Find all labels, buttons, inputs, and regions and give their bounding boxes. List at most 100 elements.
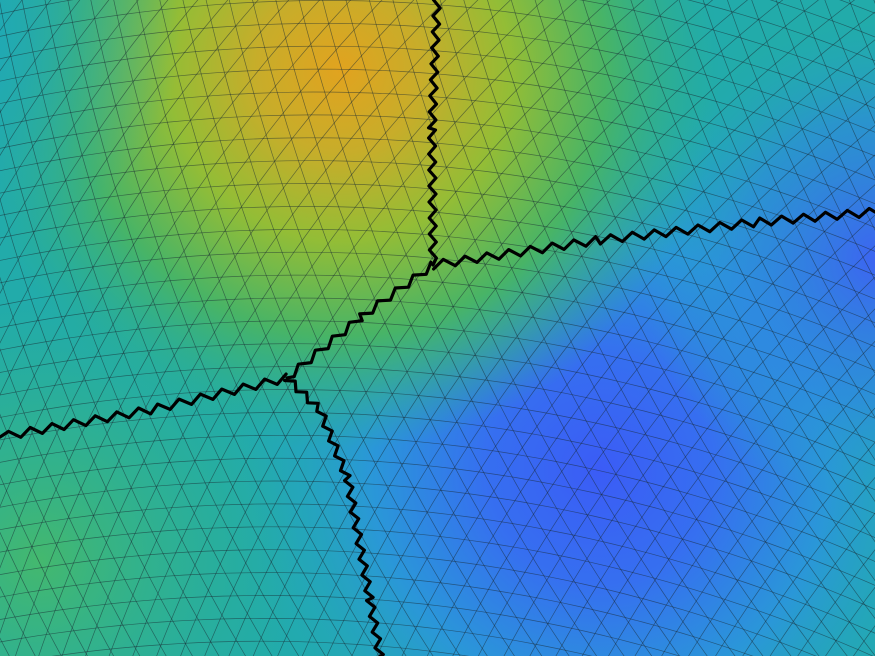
mesh-line [0, 137, 875, 252]
mesh-line [487, 0, 820, 656]
mesh-line [401, 67, 875, 656]
mesh-line [136, 0, 407, 656]
mesh-line [582, 0, 875, 582]
mesh-line [0, 0, 169, 247]
mesh-line [0, 0, 383, 635]
mesh-line [85, 0, 511, 656]
mesh-line [0, 595, 681, 656]
mesh-line [228, 0, 515, 656]
mesh-line [15, 0, 415, 656]
mesh-line [853, 625, 875, 656]
mesh-line [351, 11, 875, 656]
mesh-line [0, 114, 875, 228]
boundary-curve-top [427, 0, 442, 267]
mesh-line [38, 0, 447, 656]
mesh-line [0, 22, 875, 133]
mesh-line [0, 91, 875, 205]
mesh-line [108, 0, 544, 656]
mesh-line [0, 197, 193, 656]
mesh-line [751, 0, 875, 281]
mesh-line [252, 0, 748, 656]
mesh-line [0, 526, 874, 656]
mesh-line [608, 308, 875, 656]
mesh-line [0, 0, 81, 114]
mesh-line [0, 348, 141, 656]
boundary-curve-left [0, 372, 288, 439]
mesh-line [769, 0, 875, 38]
mesh-line [0, 0, 352, 569]
mesh-line [0, 0, 875, 109]
mesh-line [702, 0, 875, 374]
mesh-line [555, 245, 875, 656]
mesh-line [825, 586, 875, 656]
mesh-line [463, 0, 792, 656]
mesh-line [44, 0, 300, 656]
mesh-line [368, 0, 680, 656]
mesh-line [477, 154, 875, 656]
mesh-line [277, 0, 784, 656]
mesh-line [0, 474, 88, 656]
mesh-line [558, 0, 875, 620]
mesh-line [0, 0, 199, 294]
mesh-line [182, 0, 461, 656]
mesh-line [797, 549, 875, 656]
mesh-line [0, 276, 167, 656]
mesh-line [678, 0, 875, 419]
mesh-line [204, 0, 679, 656]
mesh-line [0, 389, 875, 515]
mesh-line [634, 340, 875, 656]
mesh-line [301, 0, 819, 656]
mesh-line [439, 0, 764, 656]
mesh-line [228, 0, 714, 656]
mesh-line [0, 0, 875, 85]
mesh-line [775, 0, 875, 231]
mesh-line [0, 572, 754, 656]
mesh-line [0, 0, 23, 32]
mesh-line [132, 0, 577, 656]
mesh-line [0, 297, 875, 419]
mesh-line [688, 407, 875, 656]
mesh-line [376, 39, 875, 656]
mesh-line [180, 0, 645, 656]
mesh-line [0, 274, 875, 395]
mesh-line [606, 0, 875, 543]
mesh-line [298, 0, 598, 656]
mesh-line [742, 476, 875, 656]
boundary-curve-right [432, 206, 875, 271]
mesh-line [503, 184, 875, 656]
mesh-line [0, 0, 321, 508]
mesh-line [156, 0, 611, 656]
mesh-line [416, 0, 736, 656]
mesh-line [0, 343, 875, 467]
mesh-line [0, 183, 875, 300]
mesh-line [0, 0, 139, 201]
mesh-line [654, 0, 875, 461]
mesh-line [426, 96, 875, 656]
mesh-line [90, 0, 353, 656]
mesh-line [0, 618, 593, 656]
mesh-line [67, 0, 326, 656]
mesh-line [51, 640, 470, 656]
mesh-line [0, 68, 875, 181]
mesh-line [113, 0, 380, 656]
mesh-line [715, 441, 875, 656]
mesh-line [322, 0, 625, 656]
boundary-curve-bottom [283, 378, 385, 656]
mesh-line [510, 0, 848, 656]
mesh-line [205, 0, 488, 656]
mesh-line [0, 108, 220, 656]
mesh-line [0, 366, 875, 491]
mesh-line [0, 503, 875, 634]
mesh-line [345, 0, 653, 656]
mesh-line [0, 457, 875, 586]
mesh-line [0, 434, 875, 562]
mesh-line [452, 125, 875, 656]
mesh-line [534, 0, 875, 656]
boundary-curve-diagonal [285, 260, 433, 380]
mesh-line [687, 0, 875, 62]
mesh-line [0, 549, 817, 656]
mesh-line [581, 276, 875, 656]
